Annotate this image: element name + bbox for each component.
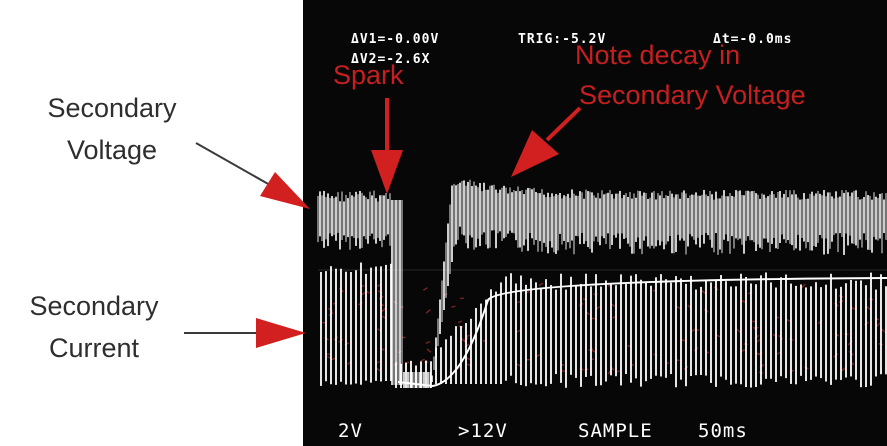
secondary-current-label-line2: Current bbox=[48, 333, 140, 363]
noise-speck bbox=[466, 357, 471, 361]
noise-speck bbox=[800, 283, 806, 289]
noise-speck bbox=[786, 318, 791, 323]
secondary-current-label-line1: Secondary bbox=[29, 291, 159, 321]
noise-speck bbox=[681, 338, 686, 342]
secondary-current-label: Secondary Current bbox=[4, 285, 184, 369]
noise-speck bbox=[741, 299, 746, 303]
voltage-label-arrow bbox=[195, 142, 310, 209]
secondary-voltage-label-line2: Voltage bbox=[66, 135, 158, 165]
oscilloscope-screen: ΔV1=-0.00V ΔV2=-2.6X TRIG:-5.2V Δt=-0.0m… bbox=[303, 0, 887, 446]
noise-speck bbox=[425, 309, 431, 314]
trigger-level-readout: >12V bbox=[458, 420, 508, 442]
noise-speck bbox=[420, 358, 425, 362]
noise-speck bbox=[538, 282, 544, 287]
current-label-arrow bbox=[184, 318, 306, 348]
delta-v2-readout: ΔV2=-2.6X bbox=[351, 52, 431, 67]
noise-speck bbox=[381, 315, 387, 319]
delta-t-readout: Δt=-0.0ms bbox=[713, 32, 793, 47]
timebase-readout: 50ms bbox=[698, 420, 748, 442]
noise-speck bbox=[425, 340, 431, 345]
spark-annotation: Spark bbox=[333, 60, 404, 90]
noise-speck bbox=[360, 291, 366, 296]
secondary-current-trace bbox=[320, 262, 887, 388]
decay-note-line1: Note decay in bbox=[575, 40, 741, 70]
current-envelope bbox=[397, 277, 887, 388]
noise-speck bbox=[840, 367, 846, 372]
noise-speck bbox=[690, 328, 696, 333]
noise-speck bbox=[675, 305, 681, 310]
noise-speck bbox=[426, 348, 432, 353]
trigger-readout: TRIG:-5.2V bbox=[518, 32, 607, 47]
noise-speck bbox=[875, 322, 881, 328]
noise-speck bbox=[423, 287, 428, 291]
secondary-voltage-label-line1: Secondary bbox=[47, 93, 177, 123]
noise-speck bbox=[457, 320, 463, 324]
decay-note-line2: Secondary Voltage bbox=[579, 80, 806, 110]
waveform-traces bbox=[317, 179, 887, 388]
acquisition-mode-readout: SAMPLE bbox=[578, 420, 653, 442]
noise-speck bbox=[461, 337, 467, 343]
noise-speck bbox=[451, 305, 456, 308]
noise-speck bbox=[701, 289, 706, 295]
secondary-voltage-label: Secondary Voltage bbox=[22, 87, 202, 171]
delta-v1-readout: ΔV1=-0.00V bbox=[351, 32, 440, 47]
secondary-voltage-trace bbox=[317, 179, 887, 388]
channel-scale-readout: 2V bbox=[338, 420, 363, 442]
